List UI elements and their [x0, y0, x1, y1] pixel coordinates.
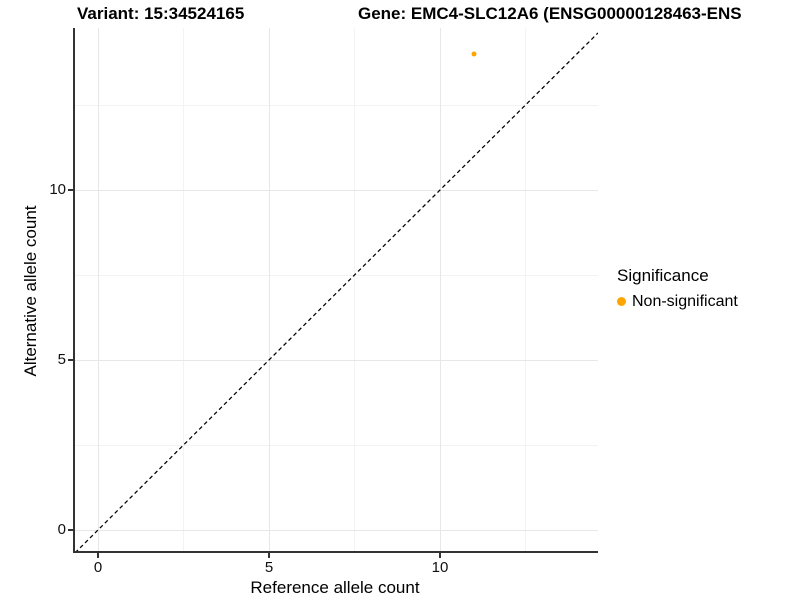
legend: Significance Non-significant	[617, 266, 738, 311]
plot-title-gene: Gene: EMC4-SLC12A6 (ENSG00000128463-ENS	[358, 4, 742, 23]
x-tick-label: 0	[93, 559, 103, 576]
gridline-minor-y	[75, 274, 598, 276]
y-tick-label: 0	[57, 521, 66, 538]
legend-dot-icon	[617, 297, 626, 306]
gridline-minor-y	[75, 104, 598, 106]
y-tick-mark	[68, 189, 73, 191]
x-tick-label: 5	[264, 559, 274, 576]
y-tick-mark	[68, 529, 73, 531]
x-tick-mark	[439, 553, 441, 558]
gridline-minor-x	[354, 28, 355, 551]
gridline-major-x	[97, 28, 99, 551]
gridline-minor-y	[75, 444, 598, 446]
gridline-major-x	[268, 28, 270, 551]
gridline-major-x	[439, 28, 441, 551]
data-point	[471, 51, 477, 57]
legend-item-label: Non-significant	[632, 293, 738, 310]
y-tick-label: 5	[57, 351, 66, 368]
gridline-major-y	[75, 359, 598, 361]
identity-line	[75, 32, 598, 551]
gridline-major-y	[75, 529, 598, 531]
gridline-minor-x	[525, 28, 526, 551]
x-tick-mark	[268, 553, 270, 558]
legend-title: Significance	[617, 266, 709, 285]
y-tick-mark	[68, 359, 73, 361]
plot-panel	[73, 28, 598, 553]
plot-title-variant: Variant: 15:34524165	[77, 4, 245, 23]
x-tick-label: 10	[431, 559, 449, 576]
x-axis-title: Reference allele count	[250, 578, 420, 597]
gridline-minor-x	[183, 28, 184, 551]
legend-item: Non-significant	[617, 292, 738, 311]
gridline-major-y	[75, 189, 598, 191]
x-tick-mark	[97, 553, 99, 558]
y-tick-label: 10	[49, 181, 66, 198]
